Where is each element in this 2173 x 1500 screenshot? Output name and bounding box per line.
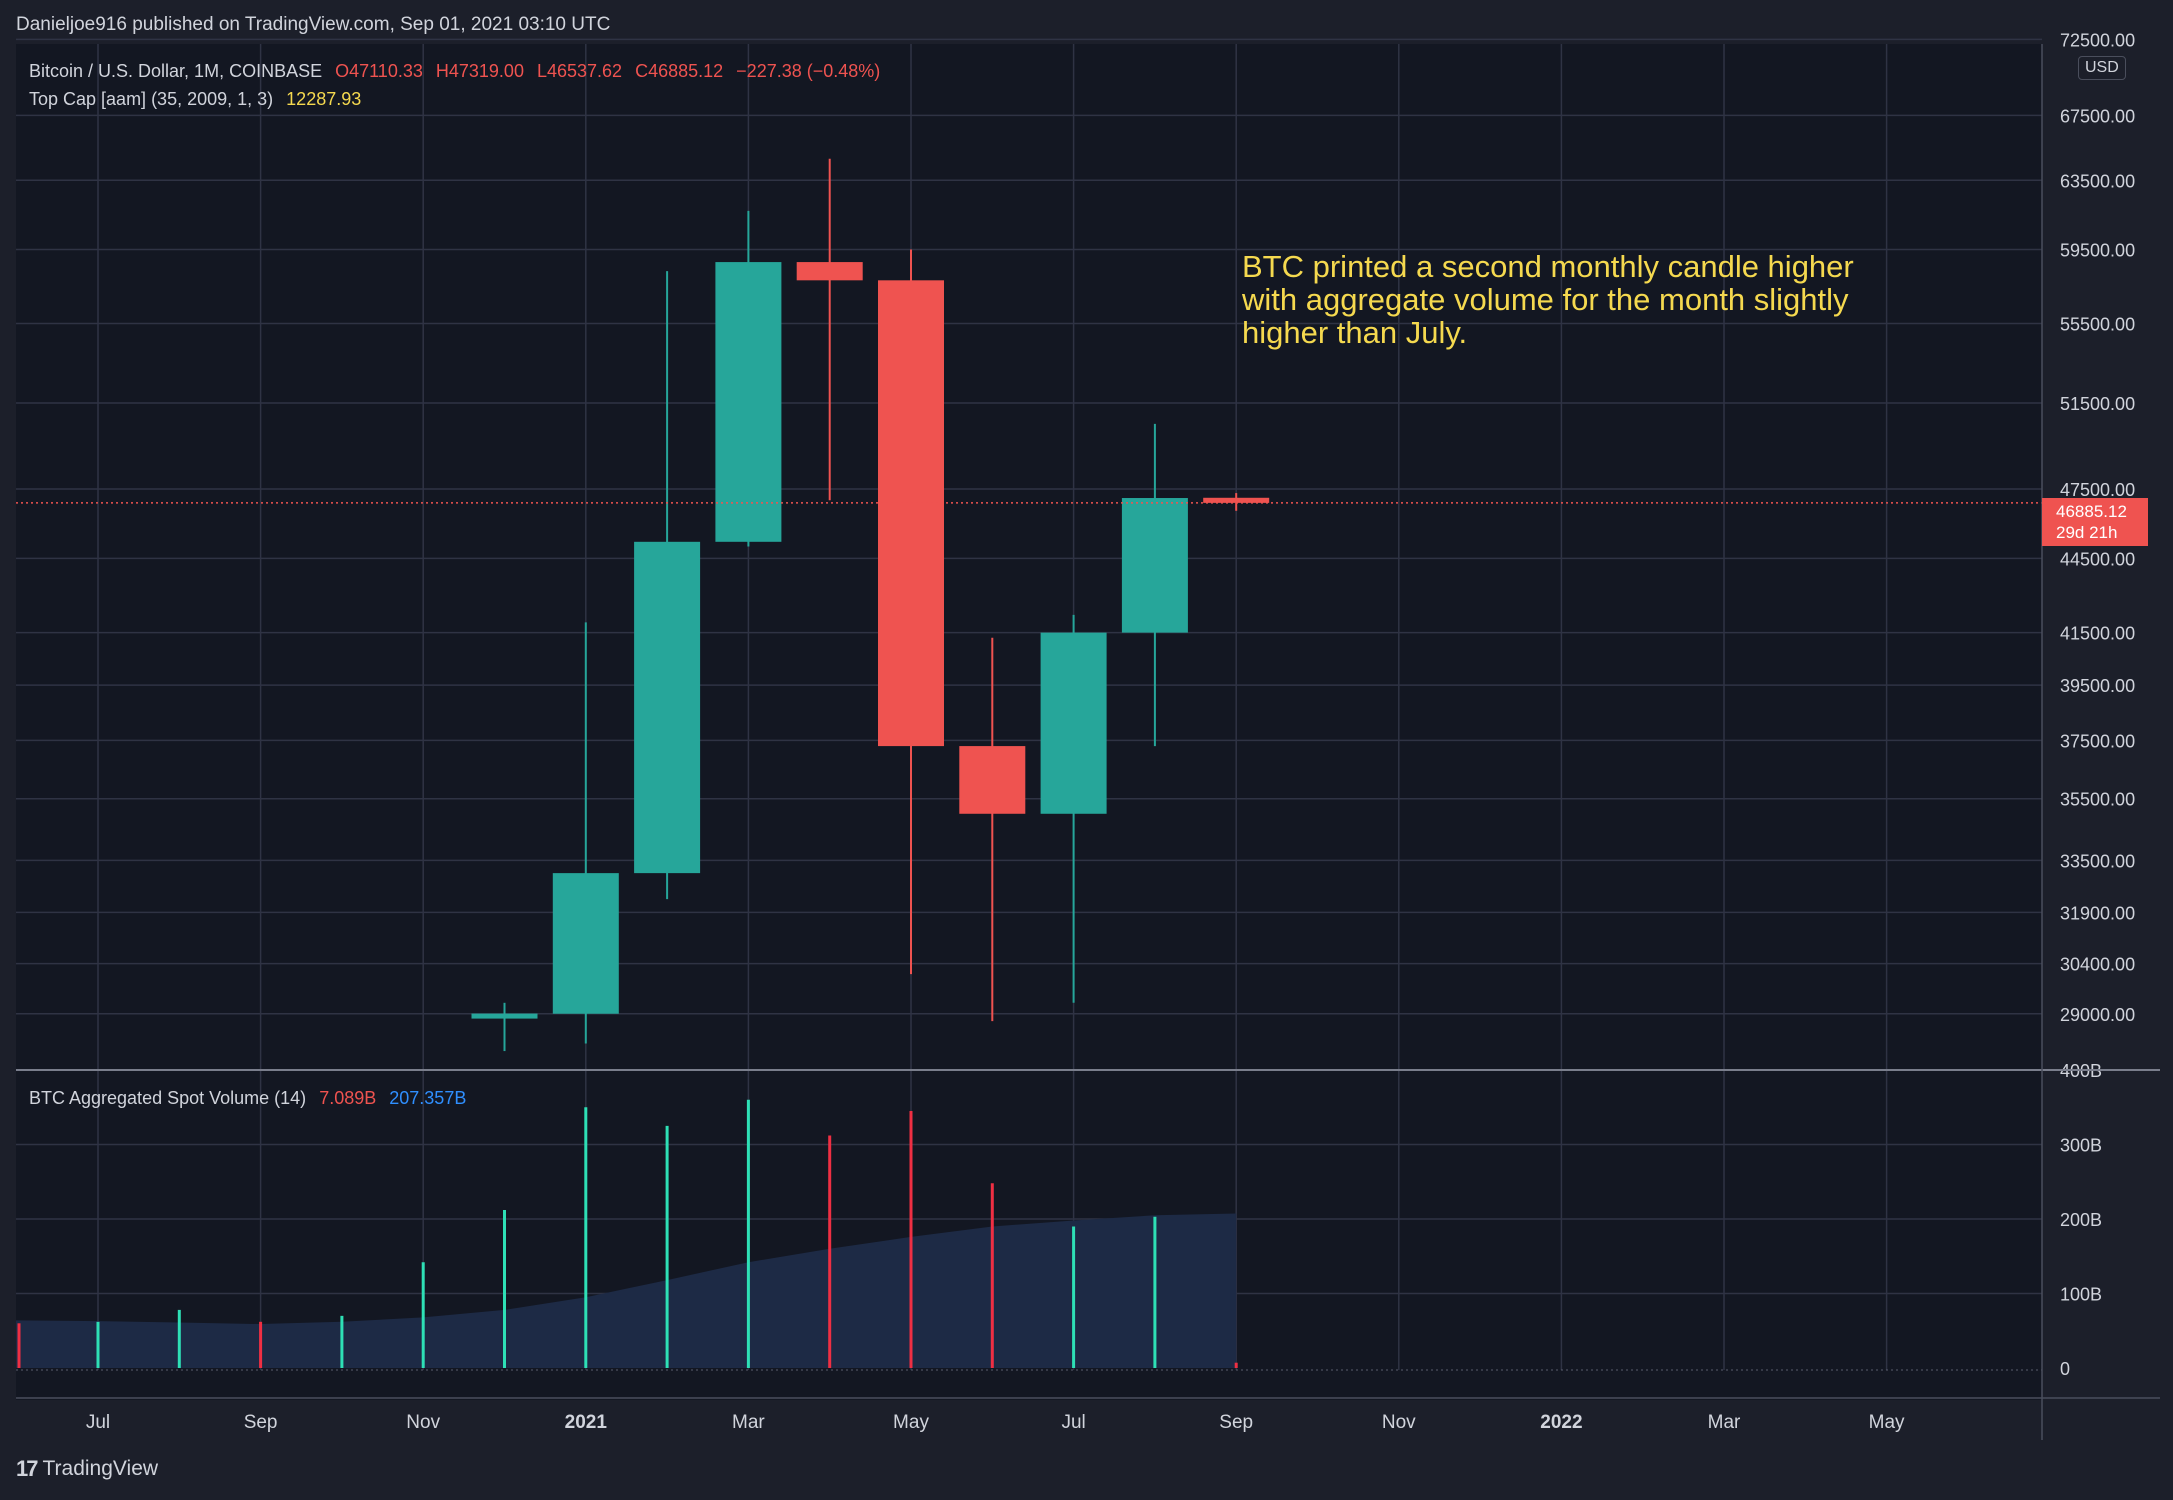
price-axis-label: 41500.00 <box>2060 624 2135 644</box>
volume-legend: BTC Aggregated Spot Volume (14) 7.089B 2… <box>29 1088 474 1109</box>
time-axis-label: Sep <box>1219 1412 1253 1433</box>
time-axis-label: May <box>1869 1412 1905 1433</box>
price-axis-label: 63500.00 <box>2060 171 2135 191</box>
candle-body <box>878 280 944 747</box>
time-axis-label: Jul <box>1061 1412 1085 1433</box>
volume-indicator-name: BTC Aggregated Spot Volume (14) <box>29 1088 307 1108</box>
volume-axis-label: 200B <box>2060 1210 2102 1230</box>
annotation-text: BTC printed a second monthly candle high… <box>1242 249 1854 350</box>
price-axis-label: 47500.00 <box>2060 480 2135 500</box>
time-axis-label: 2021 <box>565 1412 608 1433</box>
candle-body <box>1040 632 1107 814</box>
price-axis-label: 33500.00 <box>2060 851 2135 871</box>
tradingview-logo-text: TradingView <box>42 1457 159 1480</box>
price-axis-label: 72500.00 <box>2060 30 2135 50</box>
time-axis-label: Nov <box>1382 1412 1416 1433</box>
time-axis-label: Jul <box>86 1412 110 1433</box>
price-axis-label: 29000.00 <box>2060 1005 2135 1025</box>
candle-body <box>471 1013 538 1019</box>
price-axis-label: 30400.00 <box>2060 955 2135 975</box>
price-axis-label: 37500.00 <box>2060 731 2135 751</box>
time-axis-label: Mar <box>732 1412 765 1433</box>
time-axis-label: Mar <box>1708 1412 1741 1433</box>
change-value: −227.38 (−0.48%) <box>736 61 881 81</box>
plot-background <box>16 44 2042 1400</box>
indicator-value: 12287.93 <box>286 89 362 109</box>
low-value: L46537.62 <box>536 61 623 81</box>
close-value: C46885.12 <box>635 61 724 81</box>
candle-countdown: 29d 21h <box>2056 523 2118 542</box>
time-axis-label: 2022 <box>1540 1412 1582 1433</box>
symbol-label: Bitcoin / U.S. Dollar, 1M, COINBASE <box>29 61 323 81</box>
candle-body <box>715 262 782 542</box>
price-pane <box>16 158 2042 1052</box>
volume-axis-label: 0 <box>2060 1359 2070 1379</box>
main-legend: Bitcoin / U.S. Dollar, 1M, COINBASE O471… <box>29 61 888 82</box>
volume-value: 7.089B <box>319 1088 377 1108</box>
price-axis-label: 35500.00 <box>2060 790 2135 810</box>
volume-axis-label: 100B <box>2060 1285 2102 1305</box>
candle-body <box>959 746 1026 814</box>
candle-body <box>1203 497 1270 503</box>
price-axis-label: 39500.00 <box>2060 676 2135 696</box>
price-axis-label: 55500.00 <box>2060 315 2135 335</box>
indicator-legend: Top Cap [aam] (35, 2009, 1, 3) 12287.93 <box>29 89 369 110</box>
time-axis-label: May <box>893 1412 929 1433</box>
candle-body <box>1121 498 1188 633</box>
currency-badge[interactable]: USD <box>2078 56 2126 80</box>
tradingview-logo-icon: 17 <box>16 1456 39 1481</box>
open-value: O47110.33 <box>335 61 423 81</box>
indicator-name: Top Cap [aam] (35, 2009, 1, 3) <box>29 89 274 109</box>
price-axis-label: 31900.00 <box>2060 903 2135 923</box>
price-axis-label: 59500.00 <box>2060 240 2135 260</box>
volume-axis-label: 300B <box>2060 1136 2102 1156</box>
current-price-value: 46885.12 <box>2056 502 2127 521</box>
tradingview-logo[interactable]: 17 TradingView <box>16 1456 158 1482</box>
volume-ma-value: 207.357B <box>389 1088 467 1108</box>
volume-pane <box>16 1099 1238 1368</box>
price-axis-label: 44500.00 <box>2060 549 2135 569</box>
publisher-line: Danieljoe916 published on TradingView.co… <box>16 14 611 35</box>
volume-ma-area <box>16 1213 1237 1368</box>
candle-body <box>634 541 701 874</box>
current-price-tag: 46885.12 29d 21h <box>2042 498 2148 546</box>
time-axis-label: Nov <box>406 1412 440 1433</box>
high-value: H47319.00 <box>435 61 524 81</box>
time-axis-label: Sep <box>244 1412 278 1433</box>
price-axis-label: 51500.00 <box>2060 394 2135 414</box>
candle-body <box>796 262 863 281</box>
axes: Jul Sep Nov 2021 Mar May Jul Sep Nov 2022 Mar May 72… <box>16 30 2160 1440</box>
price-axis-label: 67500.00 <box>2060 106 2135 126</box>
candle-body <box>552 873 619 1014</box>
